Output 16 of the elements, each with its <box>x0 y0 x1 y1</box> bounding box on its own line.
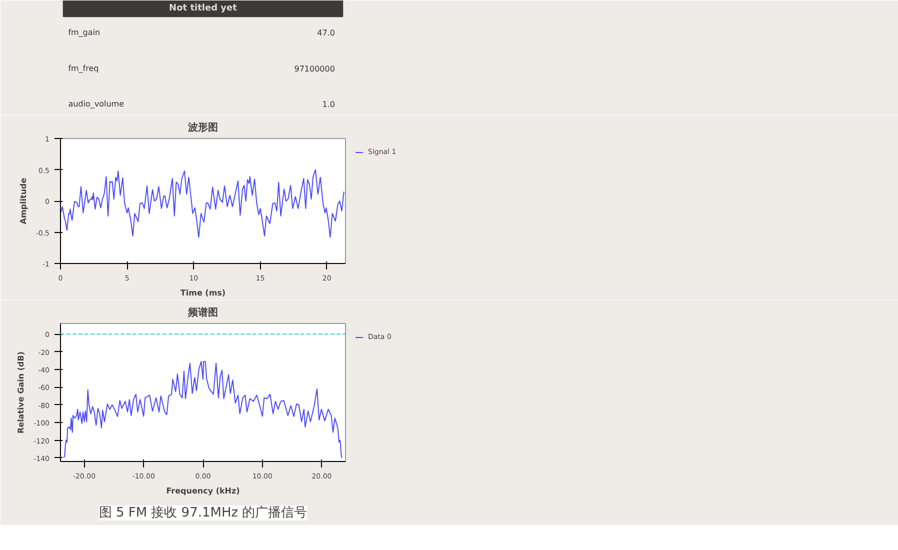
chart-title: 波形图 <box>187 122 218 134</box>
x-axis-title: Time (ms) <box>180 288 226 298</box>
x-axis-title: Frequency (kHz) <box>166 486 240 496</box>
text: audio_volume <box>68 100 124 108</box>
text: 97100000 <box>294 64 335 74</box>
line-series <box>60 169 344 238</box>
chart-title: 频谱图 <box>187 306 218 318</box>
text: fm_gain <box>68 28 100 38</box>
line-series <box>63 361 342 458</box>
text: fm_freq <box>68 64 99 73</box>
y-axis-title: Relative Gain (dB) <box>16 351 26 434</box>
caption: 图 5 FM 接收 97.1MHz 的广播信号 <box>98 506 308 520</box>
text: Not titled yet <box>169 4 238 14</box>
text: 47.0 <box>317 28 335 38</box>
text: 1.0 <box>322 100 335 109</box>
y-axis-title: Amplitude <box>18 177 28 224</box>
